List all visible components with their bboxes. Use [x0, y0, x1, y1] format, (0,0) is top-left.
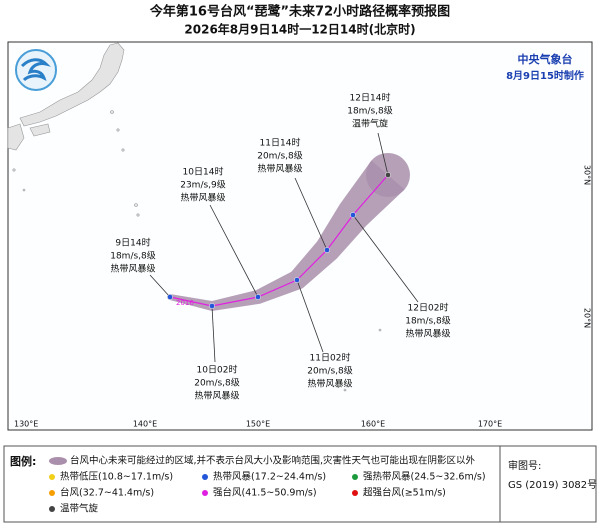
track-point [324, 247, 330, 253]
legend-cone-text: 台风中心未来可能经过的区域,并不表示台风大小及影响范围,灾害性天气也可能出现在阴… [70, 455, 476, 467]
legend-marker [49, 490, 55, 496]
agency-name: 中央气象台 [518, 52, 573, 66]
forecast-time: 9日14时 [115, 237, 150, 249]
lat-label: 20°N [583, 308, 592, 328]
legend-marker [352, 490, 358, 496]
forecast-wind: 18m/s,8级 [405, 315, 451, 327]
forecast-category: 热带风暴级 [110, 263, 155, 275]
legend-marker [49, 474, 55, 480]
forecast-time: 10日14时 [183, 166, 224, 178]
forecast-wind: 18m/s,8级 [110, 250, 156, 262]
callout-line [211, 305, 216, 363]
forecast-wind: 23m/s,9级 [180, 179, 226, 191]
legend-item: 台风(32.7~41.4m/s) [60, 487, 154, 499]
callout-line [296, 279, 324, 353]
forecast-category: 热带风暴级 [405, 328, 450, 340]
legend-item: 温带气旋 [60, 503, 99, 515]
forecast-category: 热带风暴级 [307, 378, 352, 390]
island [116, 128, 120, 132]
legend-item: 强热带风暴(24.5~32.6m/s) [363, 471, 486, 483]
legend-frame [3, 445, 597, 523]
forecast-wind: 20m/s,8级 [194, 377, 240, 389]
forecast-wind: 18m/s,8级 [347, 105, 393, 117]
track-label: 2016 [176, 299, 194, 307]
track-point [167, 294, 173, 300]
island [343, 388, 347, 392]
legend-item: 强台风(41.5~50.9m/s) [213, 487, 317, 499]
forecast-category: 热带风暴级 [194, 390, 239, 402]
legend-marker [202, 474, 208, 480]
forecast-time: 10日02时 [197, 364, 238, 376]
island [110, 110, 114, 114]
track-point [294, 277, 300, 283]
lon-label: 170°E [478, 420, 502, 429]
map-frame [7, 41, 593, 431]
kyushu [7, 123, 25, 151]
callout-line [377, 132, 389, 176]
lon-label: 160°E [361, 420, 385, 429]
legend-marker [352, 474, 358, 480]
lon-label: 140°E [133, 420, 157, 429]
track-point [350, 212, 356, 218]
callout-line [149, 274, 171, 298]
forecast-wind: 20m/s,8级 [307, 365, 353, 377]
lon-label: 130°E [14, 420, 38, 429]
title: 今年第16号台风“琵鹭”未来72小时路径概率预报图 [149, 4, 450, 20]
island [378, 328, 382, 332]
legend-marker [49, 506, 55, 512]
shikoku [29, 123, 51, 137]
island [22, 188, 26, 192]
subtitle: 2026年8月9日14时一12日14时(北京时) [184, 22, 415, 37]
legend-marker [202, 490, 208, 496]
callout-line [352, 214, 419, 303]
island [134, 203, 138, 207]
track-point [209, 303, 215, 309]
track-point [255, 294, 261, 300]
track: 2016 [149, 132, 419, 363]
logo-wave [20, 58, 51, 82]
land [7, 42, 382, 392]
track-point [385, 172, 391, 178]
forecast-category: 热带风暴级 [257, 163, 302, 175]
approval-label: 审图号: [508, 459, 541, 472]
callout-line [209, 204, 259, 298]
forecast-time: 11日14时 [260, 137, 301, 149]
approval-number: GS (2019) 3082号 [508, 479, 597, 491]
lon-label: 150°E [246, 420, 270, 429]
forecast-wind: 20m/s,8级 [257, 150, 303, 162]
honshu [19, 42, 125, 127]
island [136, 213, 140, 217]
forecast-category: 热带风暴级 [180, 192, 225, 204]
cone-area [169, 160, 405, 311]
callout-line [294, 177, 328, 251]
forecast-time: 12日14时 [350, 92, 391, 104]
legend-item: 热带风暴(17.2~24.4m/s) [213, 471, 326, 483]
forecast-time: 11日02时 [310, 352, 351, 364]
forecast-category: 温带气旋 [352, 118, 388, 130]
island [121, 148, 125, 152]
agency-issued: 8月9日15时制作 [506, 69, 584, 82]
logo [15, 49, 57, 91]
lat-label: 30°N [583, 165, 592, 185]
legend-title: 图例: [10, 454, 36, 468]
legend-item: 热带低压(10.8~17.1m/s) [60, 471, 173, 483]
forecast-time: 12日02时 [408, 302, 449, 314]
cone-swatch [49, 457, 67, 465]
legend-item: 超强台风(≥51m/s) [363, 487, 446, 499]
island [12, 168, 16, 172]
